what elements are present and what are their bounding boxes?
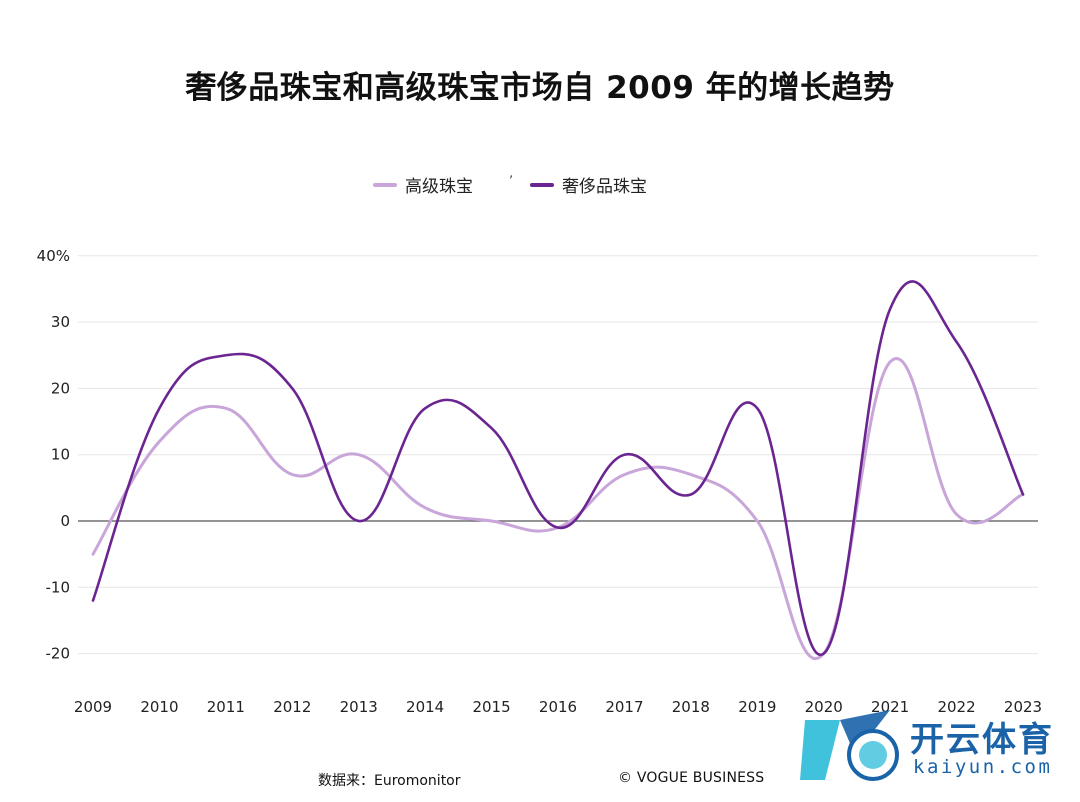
y-tick-label: 0 [60, 512, 70, 530]
series-line-fine-jewelry [91, 357, 1025, 660]
legend-swatch-luxury-jewelry [530, 182, 554, 187]
legend-item-luxury-jewelry: 奢侈品珠宝 [530, 172, 647, 197]
x-tick-label: 2012 [273, 698, 311, 716]
x-tick-label: 2021 [871, 698, 909, 716]
chart-title: 奢侈品珠宝和高级珠宝市场自 2009 年的增长趋势 [185, 70, 895, 106]
chart-legend: 高级珠宝 ʼ 奢侈品珠宝 [0, 172, 1080, 200]
kaiyun-logo-icon [800, 710, 899, 781]
x-tick-label: 2016 [539, 698, 577, 716]
watermark-text-cn: 开云体育 [910, 720, 1054, 760]
x-tick-label: 2009 [74, 698, 112, 716]
legend-swatch-fine-jewelry [373, 182, 397, 187]
x-tick-label: 2020 [805, 698, 843, 716]
legend-item-fine-jewelry: 高级珠宝 [373, 172, 473, 197]
series-line-luxury-jewelry [91, 280, 1025, 656]
y-tick-label: -10 [46, 578, 71, 596]
x-tick-label: 2011 [207, 698, 245, 716]
y-tick-label: 10 [51, 446, 70, 464]
x-tick-label: 2015 [472, 698, 510, 716]
watermark-logo: 开云体育 kaiyun.com [795, 700, 1075, 790]
legend-label-fine-jewelry: 高级珠宝 [405, 177, 473, 197]
legend-separator: ʼ [509, 174, 514, 189]
x-tick-label: 2018 [672, 698, 710, 716]
x-tick-label: 2013 [340, 698, 378, 716]
x-tick-label: 2019 [738, 698, 776, 716]
x-tick-label: 2014 [406, 698, 444, 716]
y-tick-label: -20 [46, 645, 71, 663]
x-tick-label: 2010 [140, 698, 178, 716]
source-note: 数据来：Euromonitor [318, 773, 461, 789]
x-tick-label: 2017 [605, 698, 643, 716]
y-tick-label: 20 [51, 379, 70, 397]
y-tick-label: 40% [37, 247, 70, 265]
x-tick-label: 2022 [937, 698, 975, 716]
watermark-text-en: kaiyun.com [913, 756, 1053, 778]
legend-label-luxury-jewelry: 奢侈品珠宝 [562, 177, 647, 197]
y-tick-label: 30 [51, 313, 70, 331]
credit-note: © VOGUE BUSINESS [618, 770, 765, 786]
x-tick-label: 2023 [1004, 698, 1042, 716]
